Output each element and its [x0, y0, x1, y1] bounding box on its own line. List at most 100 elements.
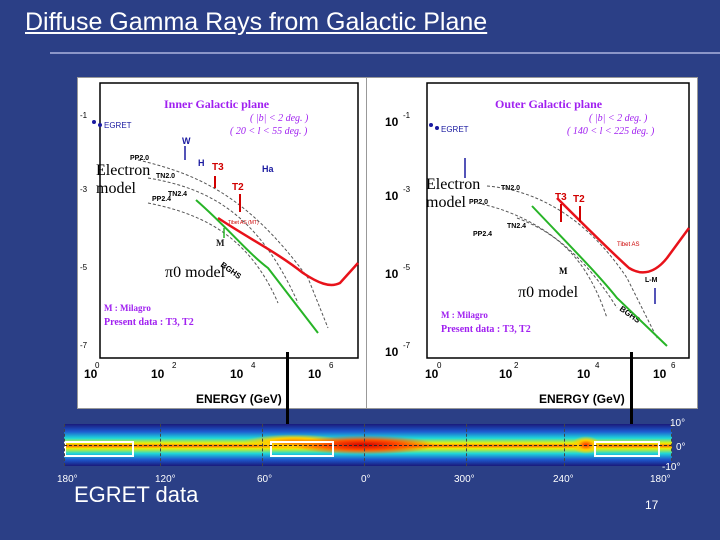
label-lm: L-M [645, 277, 658, 284]
label-pp20: PP2.0 [130, 155, 149, 162]
x-tick-3: 10 [577, 367, 591, 381]
right-electron-model-label: Electron model [426, 176, 481, 211]
right-pointer-arrow [630, 352, 633, 436]
range-line-2: ( 140 < l < 225 deg. ) [567, 126, 655, 137]
tn20-curve [486, 185, 658, 339]
inner-galactic-plot: 10 10 10 10 -1 -3 -5 -7 10 10 10 10 0 2 … [64, 77, 367, 409]
present-data-legend: Present data : T3, T2 [441, 324, 531, 335]
lon-tick-120: 120° [155, 474, 176, 485]
milagro-legend: M : Milagro [441, 310, 488, 320]
selection-box-right [594, 441, 660, 457]
tn24-curve [147, 202, 279, 304]
x-exp-4: 6 [329, 361, 334, 370]
y-exp-1: -1 [403, 111, 411, 120]
lon-tick-240: 240° [553, 474, 574, 485]
y-exp-3: -5 [403, 263, 411, 272]
lat-tick-10: 10° [670, 418, 686, 429]
pi0-model-curve [217, 216, 359, 287]
right-pi0-model-label: π0 model [518, 284, 579, 301]
label-m: M [216, 238, 225, 248]
x-exp-4: 6 [671, 361, 676, 370]
left-electron-model-label: Electron model [96, 162, 151, 197]
lat-tick-0: 0° [676, 442, 686, 453]
x-axis-label: ENERGY (GeV) [539, 392, 625, 406]
label-t2: T2 [232, 182, 244, 193]
x-exp-1: 0 [437, 361, 442, 370]
selection-box-left [64, 441, 134, 457]
panel-title: Inner Galactic plane [164, 97, 270, 111]
tn24-curve [516, 217, 608, 319]
outer-galactic-plot: 10 10 10 10 -1 -3 -5 -7 10 10 10 10 0 2 … [366, 77, 698, 409]
present-data-legend: Present data : T3, T2 [104, 317, 194, 328]
x-tick-2: 10 [499, 367, 513, 381]
x-tick-1: 10 [425, 367, 439, 381]
egret-point [92, 120, 96, 124]
selection-box-center [270, 441, 334, 457]
x-tick-4: 10 [653, 367, 667, 381]
egret-label: EGRET [104, 121, 132, 130]
y-exp-4: -7 [80, 341, 88, 350]
label-pp24: PP2.4 [152, 196, 171, 203]
egret-label: EGRET [441, 125, 469, 134]
label-m: M [559, 266, 568, 276]
y-exp-3: -5 [80, 263, 88, 272]
y-exp-2: -3 [403, 185, 411, 194]
lon-tick-180-left: 180° [57, 474, 78, 485]
x-exp-3: 4 [595, 361, 600, 370]
label-ha: Ha [262, 164, 274, 174]
label-pp20: PP2.0 [469, 199, 488, 206]
equator-line [64, 445, 672, 446]
label-bghs: BGHS [618, 304, 643, 325]
slide-title: Diffuse Gamma Rays from Galactic Plane [25, 8, 488, 36]
range-line-2: ( 20 < l < 55 deg. ) [230, 126, 308, 137]
lon-grid-5 [466, 424, 467, 466]
x-exp-1: 0 [95, 361, 100, 370]
lon-grid-2 [160, 424, 161, 466]
label-t2: T2 [573, 194, 585, 205]
tn20-curve [147, 177, 299, 304]
lon-grid-6 [564, 424, 565, 466]
label-tibet: Tibet AS (MT) [228, 220, 259, 226]
label-w: W [182, 136, 191, 146]
lon-grid-4 [364, 424, 365, 466]
y-tick-2: 10 [385, 189, 399, 203]
label-tibet: Tibet AS [617, 242, 639, 248]
x-tick-4: 10 [308, 367, 322, 381]
lon-grid-1 [64, 424, 65, 466]
label-tn24: TN2.4 [168, 191, 187, 198]
label-tn24: TN2.4 [507, 223, 526, 230]
label-t3: T3 [212, 162, 224, 173]
x-exp-3: 4 [251, 361, 256, 370]
pp20-curve [137, 159, 329, 329]
x-axis-label: ENERGY (GeV) [196, 392, 282, 406]
left-pi0-model-label: π0 model [165, 264, 226, 281]
electron-model-curve [195, 199, 319, 334]
plot-frame [99, 82, 359, 359]
y-exp-4: -7 [403, 341, 411, 350]
egret-point [98, 123, 102, 127]
milagro-legend: M : Milagro [104, 303, 151, 313]
plot-frame [426, 82, 690, 359]
lon-tick-0: 0° [361, 474, 371, 485]
x-tick-1: 10 [84, 367, 98, 381]
y-exp-2: -3 [80, 185, 88, 194]
electron-model-curve [531, 205, 668, 347]
lon-grid-3 [262, 424, 263, 466]
y-tick-4: 10 [385, 345, 399, 359]
egret-point [435, 126, 439, 130]
x-tick-3: 10 [230, 367, 244, 381]
label-tn20: TN2.0 [501, 185, 520, 192]
x-tick-2: 10 [151, 367, 165, 381]
lon-grid-7 [671, 424, 672, 466]
range-line-1: ( |b| < 2 deg. ) [250, 113, 309, 124]
egret-sky-map [64, 424, 672, 466]
y-tick-1: 10 [385, 115, 399, 129]
page-number: 17 [645, 498, 659, 512]
x-exp-2: 2 [172, 361, 177, 370]
y-exp-1: -1 [80, 111, 88, 120]
label-pp24: PP2.4 [473, 231, 492, 238]
egret-data-label: EGRET data [74, 482, 199, 507]
egret-point [429, 123, 433, 127]
label-h: H [198, 158, 205, 168]
left-pointer-arrow [286, 352, 289, 436]
